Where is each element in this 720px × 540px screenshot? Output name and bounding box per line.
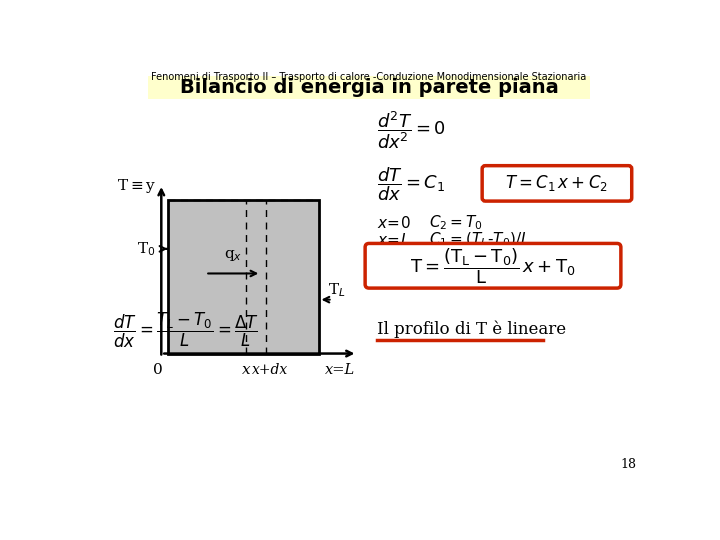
Text: 18: 18: [621, 458, 636, 471]
Text: $C_1 =(T_L\text{-}T_0)/L$: $C_1 =(T_L\text{-}T_0)/L$: [429, 231, 531, 249]
Text: Il profilo di T è lineare: Il profilo di T è lineare: [377, 320, 566, 338]
Text: $\dfrac{d^2T}{dx^2} = 0$: $\dfrac{d^2T}{dx^2} = 0$: [377, 109, 446, 151]
Text: q$_x$: q$_x$: [224, 248, 243, 262]
Text: T$_L$: T$_L$: [328, 281, 346, 299]
FancyBboxPatch shape: [365, 244, 621, 288]
Text: $\mathrm{T} = \dfrac{(\mathrm{T_L} - \mathrm{T_0})}{\mathrm{L}}\,x + \mathrm{T_0: $\mathrm{T} = \dfrac{(\mathrm{T_L} - \ma…: [410, 246, 576, 286]
Text: $\dfrac{dT}{dx} = C_1$: $\dfrac{dT}{dx} = C_1$: [377, 165, 445, 203]
Text: $\dfrac{dT}{dx} = \dfrac{T_L - T_0}{L} = \dfrac{\Delta T}{L}$: $\dfrac{dT}{dx} = \dfrac{T_L - T_0}{L} =…: [113, 311, 259, 350]
Text: Bilancio di energia in parete piana: Bilancio di energia in parete piana: [179, 78, 559, 97]
Text: x: x: [242, 363, 251, 377]
Text: $x\!=\!L$: $x\!=\!L$: [377, 232, 410, 247]
Text: $x\!=\!0$: $x\!=\!0$: [377, 215, 410, 231]
FancyBboxPatch shape: [148, 76, 590, 99]
Text: Fenomeni di Trasporto II – Trasporto di calore -Conduzione Monodimensionale Staz: Fenomeni di Trasporto II – Trasporto di …: [151, 72, 587, 83]
Bar: [168, 200, 319, 354]
Text: T$_0$: T$_0$: [137, 240, 155, 258]
Text: x+dx: x+dx: [251, 363, 288, 377]
Text: $T = C_1\,x + C_2$: $T = C_1\,x + C_2$: [505, 173, 608, 193]
Text: T$\equiv$y: T$\equiv$y: [117, 177, 157, 195]
Text: $C_2 = T_0$: $C_2 = T_0$: [429, 213, 484, 232]
Text: 0: 0: [153, 363, 163, 377]
Text: x=L: x=L: [325, 363, 355, 377]
FancyBboxPatch shape: [482, 166, 631, 201]
